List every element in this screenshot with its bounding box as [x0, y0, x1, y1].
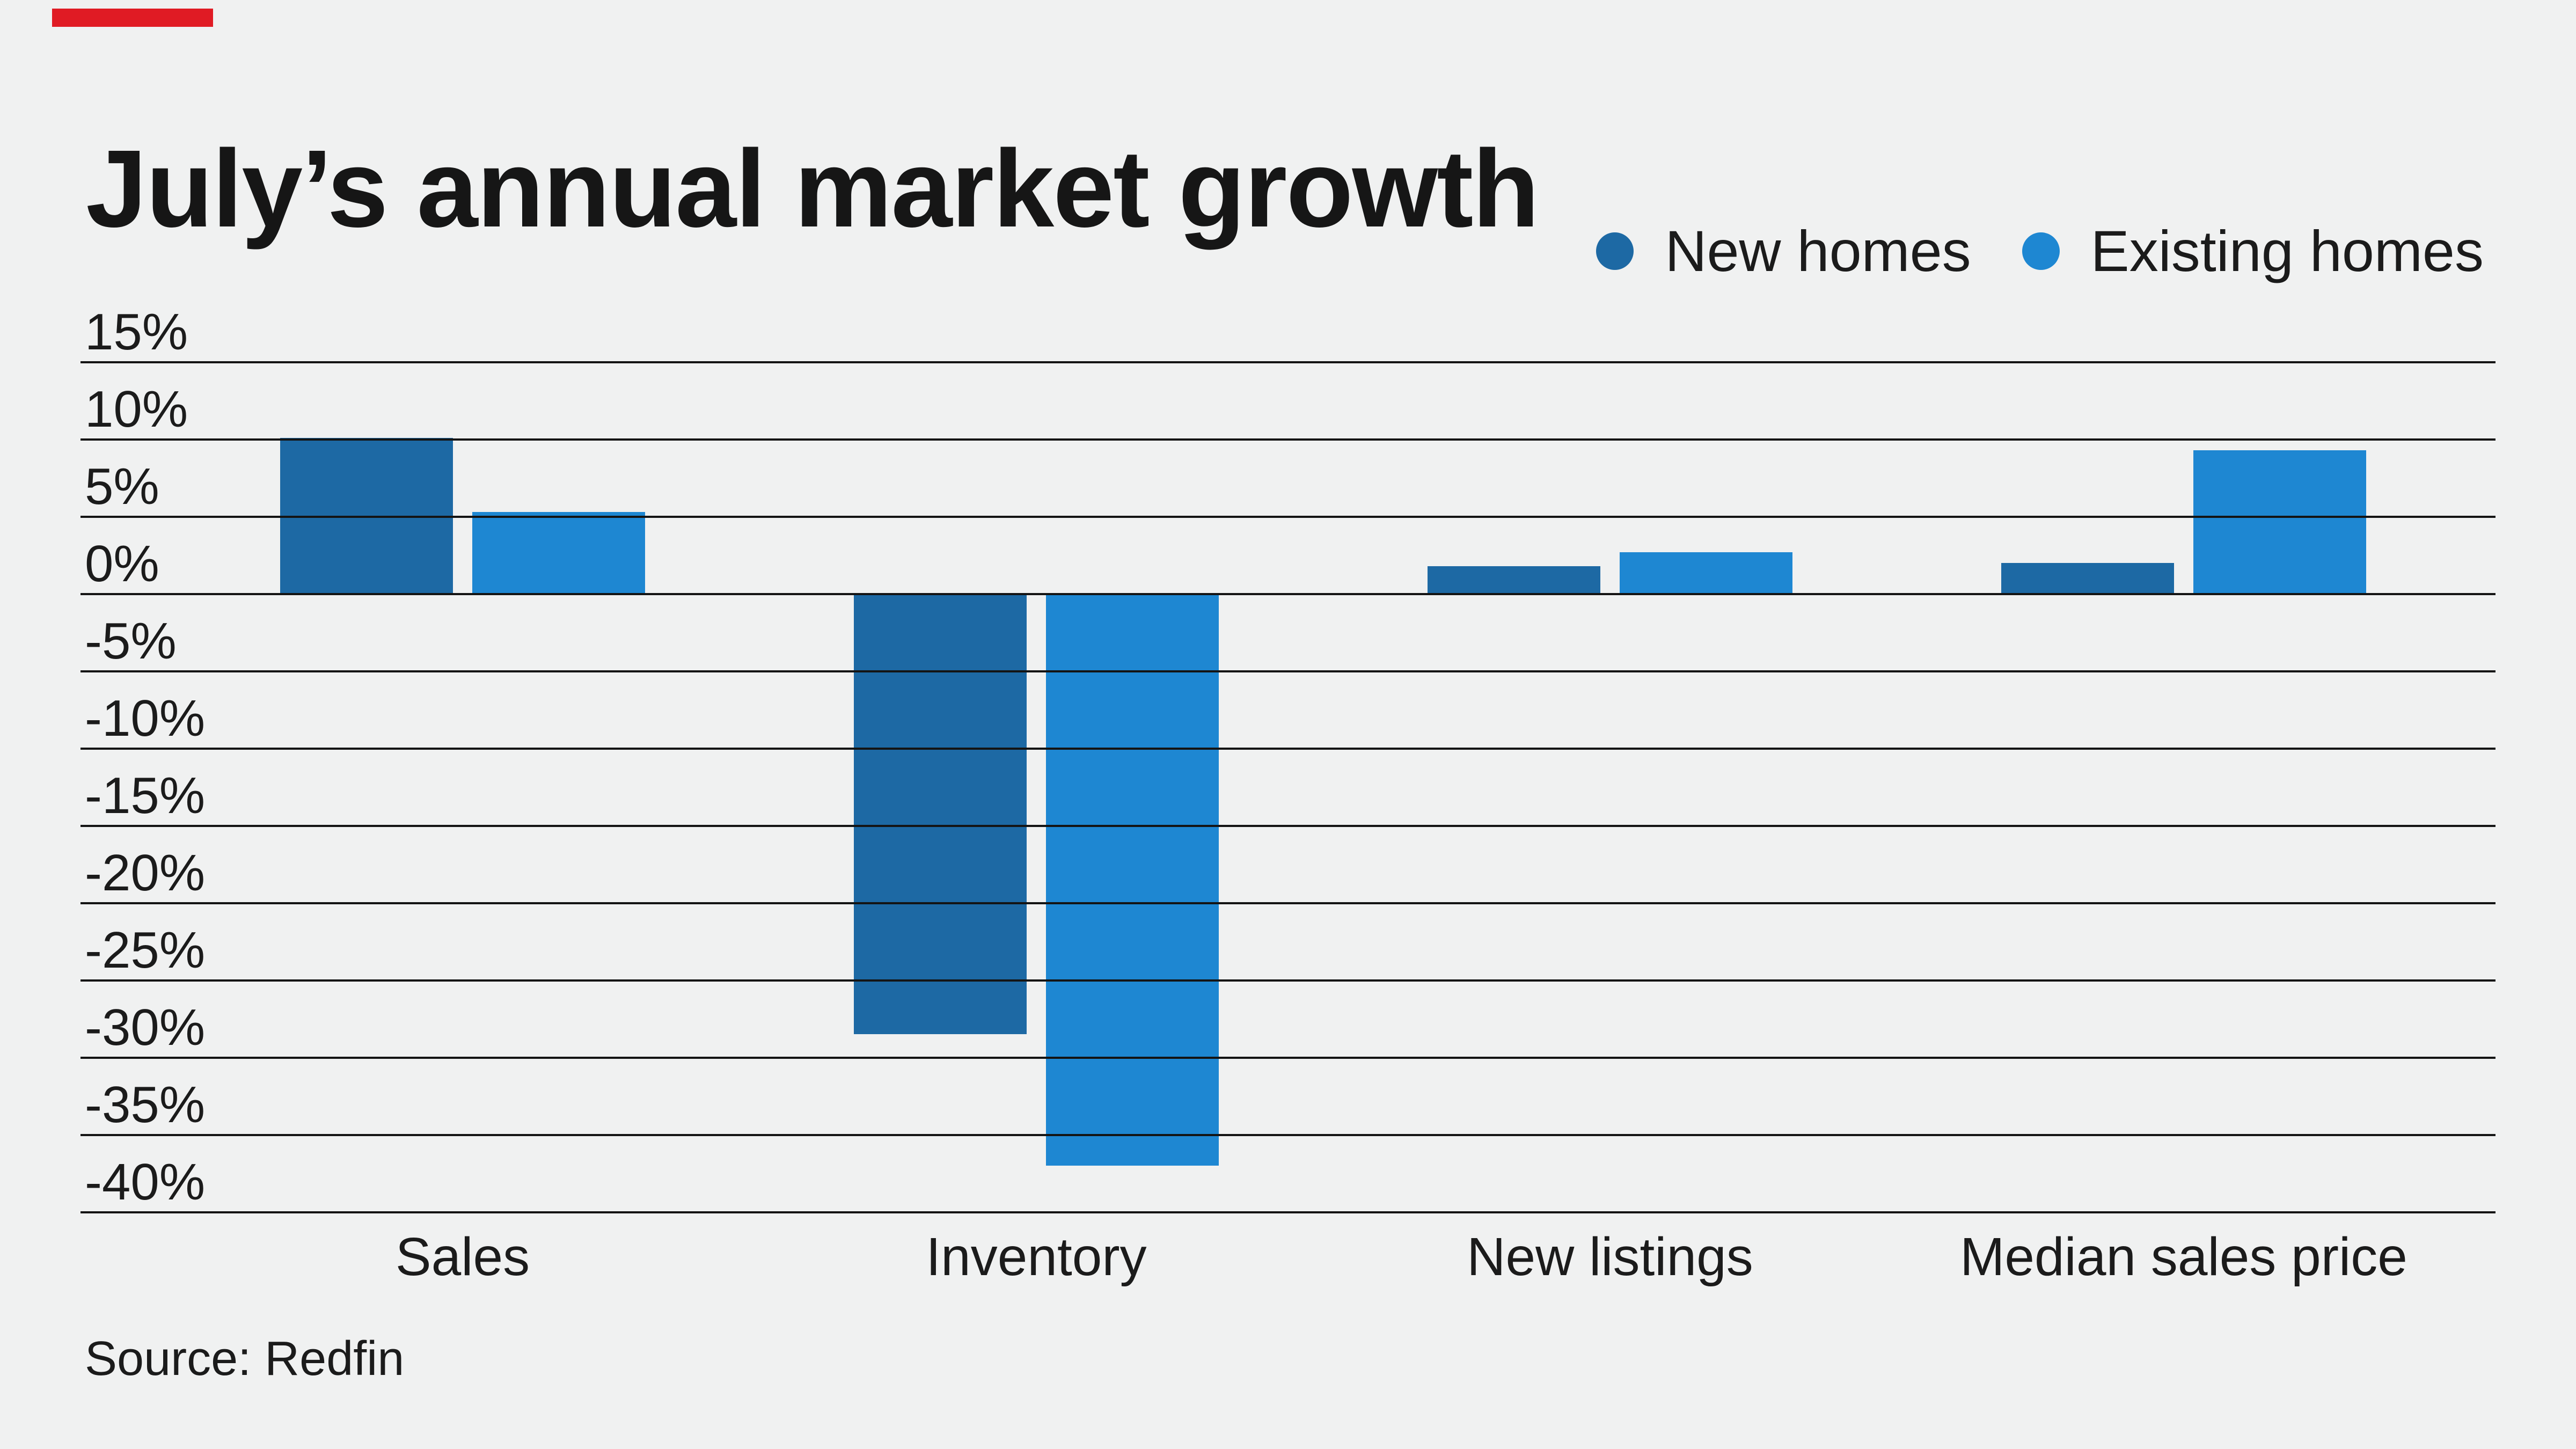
gridline-5 — [80, 516, 2496, 518]
y-tick-label--10: -10% — [85, 690, 206, 747]
y-tick-label--5: -5% — [85, 612, 177, 670]
gridline--25 — [80, 979, 2496, 982]
y-tick-label--35: -35% — [85, 1076, 206, 1133]
bar-new-homes-inventory — [854, 595, 1027, 1034]
gridline--5 — [80, 670, 2496, 672]
y-tick-label-10: 10% — [85, 380, 188, 438]
legend-dot-new-homes-icon — [1596, 232, 1634, 270]
bar-existing-homes-sales — [472, 512, 645, 594]
legend: New homes Existing homes — [1596, 220, 2484, 282]
x-label-median-sales-price: Median sales price — [1960, 1227, 2407, 1287]
x-label-new-listings: New listings — [1467, 1227, 1753, 1287]
y-tick-label--30: -30% — [85, 999, 206, 1056]
legend-item-new-homes: New homes — [1596, 222, 1971, 280]
chart-title: July’s annual market growth — [86, 127, 1540, 251]
y-tick-label-0: 0% — [85, 535, 159, 592]
bar-new-homes-median-sales-price — [2001, 563, 2174, 594]
legend-dot-existing-homes-icon — [2022, 232, 2060, 270]
source-note: Source: Redfin — [85, 1332, 405, 1386]
legend-item-existing-homes: Existing homes — [2022, 222, 2484, 280]
gridline--10 — [80, 748, 2496, 750]
y-tick-label-5: 5% — [85, 458, 159, 515]
gridline--35 — [80, 1134, 2496, 1136]
x-label-inventory: Inventory — [926, 1227, 1147, 1287]
y-tick-label--40: -40% — [85, 1153, 206, 1211]
y-tick-label--20: -20% — [85, 844, 206, 902]
gridline--20 — [80, 902, 2496, 904]
bar-existing-homes-inventory — [1046, 595, 1219, 1166]
bar-new-homes-new-listings — [1428, 566, 1600, 594]
legend-label-existing-homes: Existing homes — [2090, 218, 2484, 283]
brand-accent-bar — [52, 9, 213, 27]
gridline--30 — [80, 1057, 2496, 1059]
gridline-10 — [80, 438, 2496, 441]
bar-existing-homes-new-listings — [1620, 552, 1792, 594]
y-tick-label-15: 15% — [85, 303, 188, 361]
gridline--15 — [80, 825, 2496, 827]
legend-label-new-homes: New homes — [1665, 218, 1971, 283]
x-label-sales: Sales — [395, 1227, 530, 1287]
gridline-15 — [80, 361, 2496, 363]
gridline-0 — [80, 593, 2496, 595]
y-tick-label--15: -15% — [85, 767, 206, 824]
gridline--40 — [80, 1211, 2496, 1213]
bar-existing-homes-median-sales-price — [2193, 450, 2366, 594]
y-tick-label--25: -25% — [85, 921, 206, 979]
